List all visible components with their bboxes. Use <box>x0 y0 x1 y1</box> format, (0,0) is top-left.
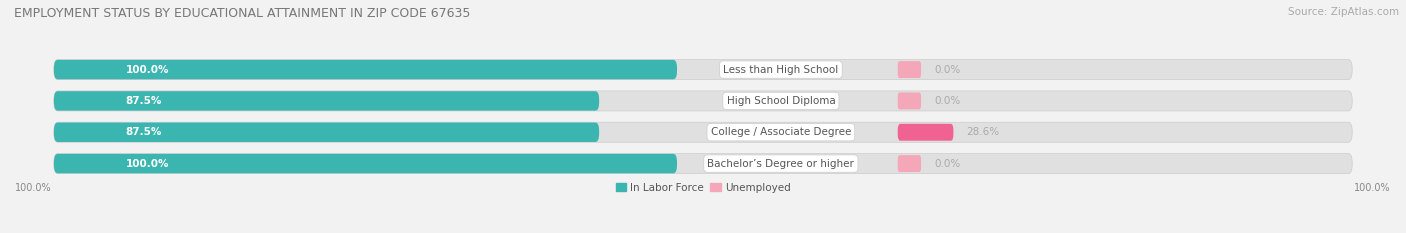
Text: EMPLOYMENT STATUS BY EDUCATIONAL ATTAINMENT IN ZIP CODE 67635: EMPLOYMENT STATUS BY EDUCATIONAL ATTAINM… <box>14 7 471 20</box>
Text: 0.0%: 0.0% <box>934 65 960 75</box>
FancyBboxPatch shape <box>53 123 599 142</box>
FancyBboxPatch shape <box>53 60 678 79</box>
Text: Source: ZipAtlas.com: Source: ZipAtlas.com <box>1288 7 1399 17</box>
Text: Bachelor’s Degree or higher: Bachelor’s Degree or higher <box>707 159 855 169</box>
Text: 100.0%: 100.0% <box>1354 183 1391 193</box>
Text: 87.5%: 87.5% <box>125 127 162 137</box>
Text: 28.6%: 28.6% <box>966 127 1000 137</box>
Text: Less than High School: Less than High School <box>723 65 838 75</box>
Text: 0.0%: 0.0% <box>934 96 960 106</box>
Legend: In Labor Force, Unemployed: In Labor Force, Unemployed <box>612 178 794 197</box>
FancyBboxPatch shape <box>53 154 1353 174</box>
Text: College / Associate Degree: College / Associate Degree <box>710 127 851 137</box>
Text: High School Diploma: High School Diploma <box>727 96 835 106</box>
Text: 87.5%: 87.5% <box>125 96 162 106</box>
FancyBboxPatch shape <box>53 60 1353 80</box>
FancyBboxPatch shape <box>897 155 921 172</box>
FancyBboxPatch shape <box>53 91 1353 111</box>
FancyBboxPatch shape <box>897 61 921 78</box>
Text: 0.0%: 0.0% <box>934 159 960 169</box>
Text: 100.0%: 100.0% <box>125 159 169 169</box>
FancyBboxPatch shape <box>53 91 599 111</box>
FancyBboxPatch shape <box>53 122 1353 142</box>
FancyBboxPatch shape <box>53 154 678 173</box>
FancyBboxPatch shape <box>897 124 953 141</box>
Text: 100.0%: 100.0% <box>15 183 52 193</box>
FancyBboxPatch shape <box>897 93 921 109</box>
Text: 100.0%: 100.0% <box>125 65 169 75</box>
